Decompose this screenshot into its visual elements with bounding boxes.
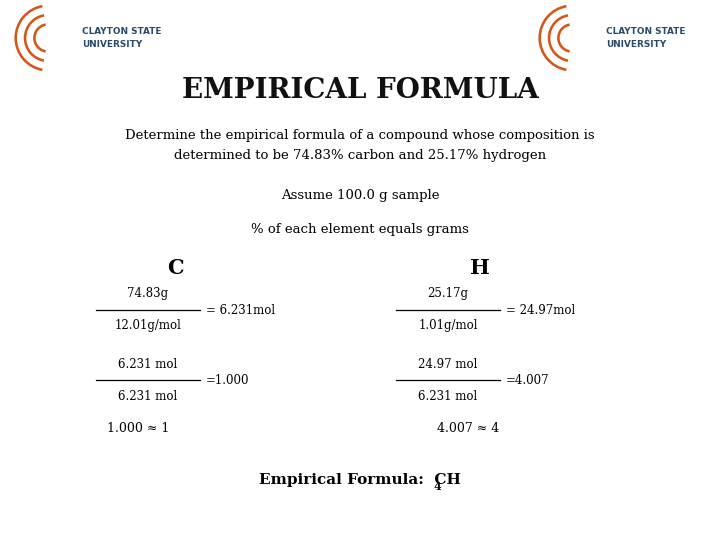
Text: UNIVERSITY: UNIVERSITY — [82, 40, 143, 49]
Text: Determine the empirical formula of a compound whose composition is: Determine the empirical formula of a com… — [125, 129, 595, 141]
Text: EMPIRICAL FORMULA: EMPIRICAL FORMULA — [181, 77, 539, 104]
Text: 6.231 mol: 6.231 mol — [118, 389, 178, 402]
Text: 1.01g/mol: 1.01g/mol — [418, 320, 478, 333]
Text: 24.97 mol: 24.97 mol — [418, 357, 477, 370]
Text: % of each element equals grams: % of each element equals grams — [251, 224, 469, 237]
Text: 25.17g: 25.17g — [428, 287, 469, 300]
Text: 6.231 mol: 6.231 mol — [118, 357, 178, 370]
Text: H: H — [470, 258, 490, 278]
Text: 6.231 mol: 6.231 mol — [418, 389, 477, 402]
Text: UNIVERSITY: UNIVERSITY — [606, 40, 666, 49]
Text: = 6.231mol: = 6.231mol — [206, 303, 275, 316]
Text: determined to be 74.83% carbon and 25.17% hydrogen: determined to be 74.83% carbon and 25.17… — [174, 148, 546, 161]
Text: = 24.97mol: = 24.97mol — [506, 303, 575, 316]
Text: 12.01g/mol: 12.01g/mol — [114, 320, 181, 333]
Text: 74.83g: 74.83g — [127, 287, 168, 300]
Text: CLAYTON STATE: CLAYTON STATE — [82, 26, 161, 36]
Text: 4.007 ≈ 4: 4.007 ≈ 4 — [437, 422, 499, 435]
Text: C: C — [167, 258, 184, 278]
Text: =4.007: =4.007 — [506, 374, 549, 387]
Text: =1.000: =1.000 — [206, 374, 250, 387]
Text: CLAYTON STATE: CLAYTON STATE — [606, 26, 685, 36]
Text: 1.000 ≈ 1: 1.000 ≈ 1 — [107, 422, 169, 435]
Text: 4: 4 — [434, 481, 442, 491]
Text: Assume 100.0 g sample: Assume 100.0 g sample — [281, 188, 439, 201]
Text: Empirical Formula:  CH: Empirical Formula: CH — [259, 473, 461, 487]
